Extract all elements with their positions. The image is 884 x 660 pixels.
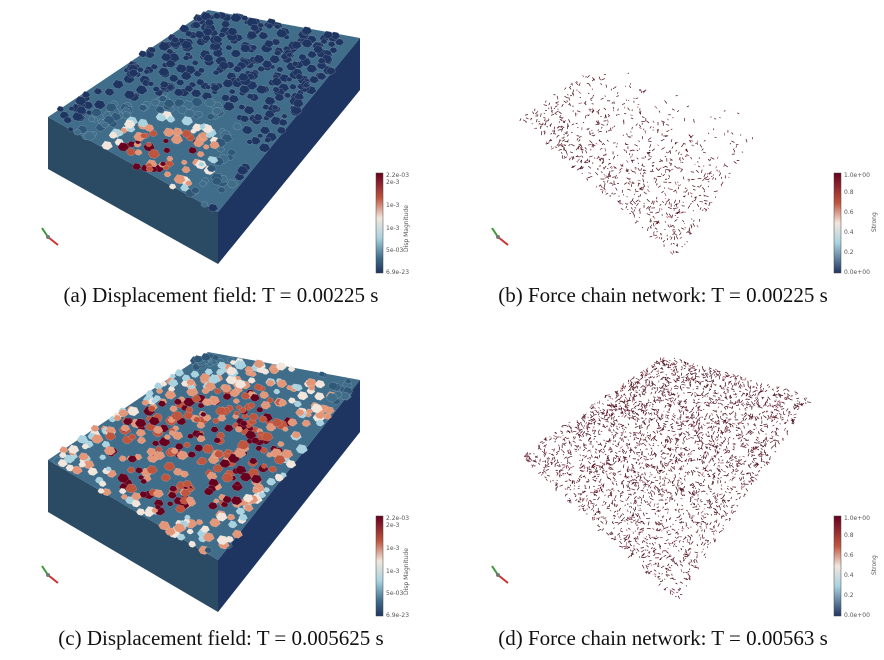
box-render (48, 352, 360, 612)
panel-c: 2.2e-03 2e-3 1e-3 1e-3 5e-03 6.9e-23 Dis… (0, 330, 442, 660)
colorbar-bottom-label: 6.9e-23 (386, 269, 409, 276)
colorbar-tick-label: 0.2 (844, 249, 854, 256)
colorbar-mid-label: 1e-3 (386, 545, 400, 552)
colorbar-title: Strong (871, 555, 878, 575)
colorbar-tick-label: 0.2 (844, 592, 854, 599)
colorbar-lowmid-label: 1e-3 (386, 568, 400, 575)
panel-a-graphic: 2.2e-03 2e-3 1e-3 1e-3 5e-03 6.9e-23 Dis… (41, 10, 410, 276)
chain-render (523, 357, 811, 600)
panel-b-graphic: 1.0e+00 0.8 0.6 0.4 0.2 0.0e+00 Strong (491, 72, 878, 276)
colorbar-tick-label: 0.4 (844, 572, 854, 579)
colorbar-lower-label: 5e-03 (386, 247, 403, 254)
colorbar-tick-label: 0.6 (844, 552, 854, 559)
panel-c-caption: (c) Displacement field: T = 0.005625 s (58, 626, 384, 650)
panel-d-caption: (d) Force chain network: T = 0.00563 s (498, 626, 828, 650)
colorbar-tick-label: 0.4 (844, 229, 854, 236)
colorbar-tick-label: 0.8 (844, 532, 854, 539)
panel-a: 2.2e-03 2e-3 1e-3 1e-3 5e-03 6.9e-23 Dis… (0, 0, 442, 330)
panel-d: 1.0e+00 0.8 0.6 0.4 0.2 0.0e+00 Strong (… (442, 330, 884, 660)
colorbar-bottom-label: 0.0e+00 (844, 612, 870, 619)
colorbar-bottom-label: 0.0e+00 (844, 269, 870, 276)
panel-d-graphic: 1.0e+00 0.8 0.6 0.4 0.2 0.0e+00 Strong (491, 357, 878, 619)
box-render (48, 10, 360, 264)
colorbar: 2.2e-03 2e-3 1e-3 1e-3 5e-03 6.9e-23 Dis… (375, 515, 410, 619)
colorbar-title: Disp Magnitude (403, 205, 410, 252)
colorbar: 2.2e-03 2e-3 1e-3 1e-3 5e-03 6.9e-23 Dis… (375, 172, 410, 276)
colorbar-title: Strong (871, 212, 878, 232)
colorbar-lowmid-label: 1e-3 (386, 225, 400, 232)
colorbar: 1.0e+00 0.8 0.6 0.4 0.2 0.0e+00 Strong (833, 515, 878, 619)
colorbar-top-label: 1.0e+00 (844, 172, 870, 179)
colorbar-tick-label: 0.8 (844, 189, 854, 196)
chain-render (519, 72, 753, 255)
panel-a-caption: (a) Displacement field: T = 0.00225 s (63, 283, 379, 307)
colorbar-top-label: 2.2e-03 (386, 515, 409, 522)
colorbar-upper-label: 2e-3 (386, 179, 400, 186)
colorbar-top-label: 1.0e+00 (844, 515, 870, 522)
colorbar: 1.0e+00 0.8 0.6 0.4 0.2 0.0e+00 Strong (833, 172, 878, 276)
colorbar-upper-label: 2e-3 (386, 522, 400, 529)
colorbar-tick-label: 0.6 (844, 209, 854, 216)
axes-triad (41, 227, 59, 246)
axes-triad (491, 565, 509, 584)
panel-b: 1.0e+00 0.8 0.6 0.4 0.2 0.0e+00 Strong (… (442, 0, 884, 330)
colorbar-title: Disp Magnitude (403, 548, 410, 595)
panel-b-caption: (b) Force chain network: T = 0.00225 s (498, 283, 828, 307)
colorbar-lower-label: 5e-03 (386, 590, 403, 597)
panel-c-graphic: 2.2e-03 2e-3 1e-3 1e-3 5e-03 6.9e-23 Dis… (41, 352, 410, 619)
colorbar-mid-label: 1e-3 (386, 202, 400, 209)
colorbar-bottom-label: 6.9e-23 (386, 612, 409, 619)
axes-triad (41, 565, 59, 584)
colorbar-top-label: 2.2e-03 (386, 172, 409, 179)
axes-triad (491, 227, 509, 246)
